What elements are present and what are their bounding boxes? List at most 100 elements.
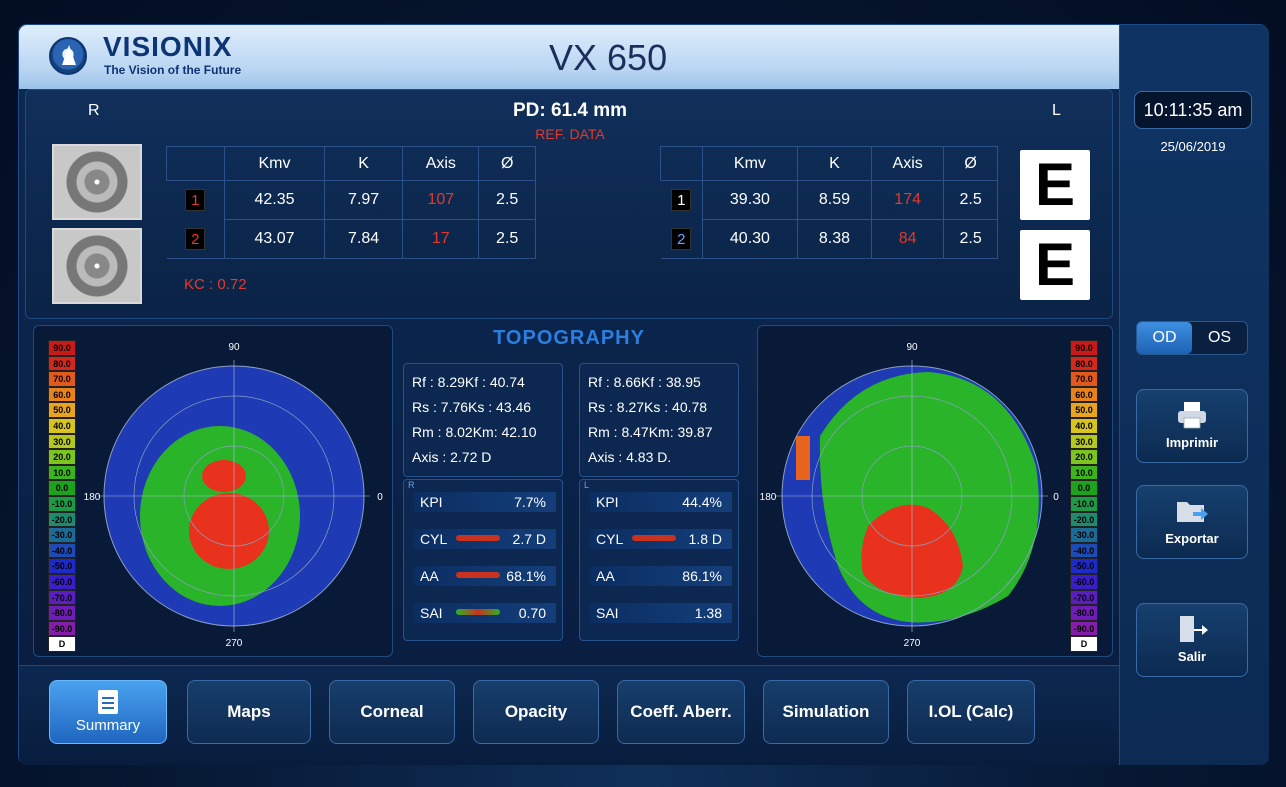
exit-button[interactable]: Salir [1136,603,1248,677]
scale-step: 80.0 [48,355,76,372]
brand-name: VISIONIX [103,31,233,62]
eye-image-1[interactable] [52,144,142,220]
tab-corneal[interactable]: Corneal [329,680,455,744]
k-value: 7.84 [323,219,404,259]
tab-coeff-aberr[interactable]: Coeff. Aberr. [617,680,745,744]
index-row-sai: SAI 1.38 [586,597,732,634]
vision-chart-letter-1[interactable]: E [1020,150,1090,220]
od-toggle-button[interactable]: OD [1137,322,1192,354]
scale-step: -30.0 [1070,527,1098,543]
visionix-logo-icon [49,37,87,75]
map-angle-270: 270 [904,638,921,649]
brand-tagline: The Vision of the Future [104,63,242,77]
os-toggle-button[interactable]: OS [1207,329,1232,346]
scale-step: 90.0 [1070,340,1098,356]
tab-summary[interactable]: Summary [49,680,167,744]
bottom-nav: Summary Maps Corneal Opacity Coeff. Aber… [19,665,1119,765]
map-angle-270: 270 [226,638,243,649]
axis-stat: Axis : 2.72 D [412,449,492,465]
scale-step: 30.0 [48,433,76,450]
scale-step: 70.0 [48,371,76,387]
k-value: 7.97 [323,180,404,220]
device-model: VX 650 [549,37,668,78]
scale-step: -70.0 [1070,589,1098,606]
left-topography-map-panel[interactable]: 90.0 80.0 70.0 60.0 50.0 40.0 30.0 20.0 10.0 0.0-… [757,325,1113,657]
rs-ks-stat: Rs : 7.76Ks : 43.46 [412,399,532,415]
scale-step: 0.0 [48,480,76,496]
right-topography-map: 90 0 180 270 [84,342,384,649]
row-index: 1 [185,189,206,212]
scale-step: 30.0 [1070,433,1098,450]
document-icon [98,690,118,714]
scale-step: 50.0 [48,402,76,418]
axis-value: 17 [402,219,480,259]
col-axis: Axis [871,146,945,181]
tab-maps[interactable]: Maps [187,680,311,744]
row-index: 1 [671,189,692,212]
table-header-row: Kmv K Axis Ø [660,146,998,181]
export-button[interactable]: Exportar [1136,485,1248,559]
scale-step: 20.0 [48,449,76,465]
keratometry-panel: R L PD: 61.4 mm REF. DATA Kmv K Axis Ø 1… [25,89,1113,319]
axis-value: 107 [402,180,480,220]
left-keratometry-table: Kmv K Axis Ø 1 39.30 8.59 174 2.5 2 40.3… [660,146,998,259]
left-eye-label: L [1052,102,1061,119]
scale-step: -90.0 [1070,620,1098,637]
col-axis: Axis [402,146,480,181]
scale-step: -80.0 [1070,605,1098,621]
tab-opacity[interactable]: Opacity [473,680,599,744]
exit-door-icon [1180,616,1208,642]
right-stats-box: Rf : 8.29Kf : 40.74 Rs : 7.76Ks : 43.46 … [403,363,563,477]
map-angle-90: 90 [906,342,918,353]
scale-step: 10.0 [1070,464,1098,481]
kc-value: KC : 0.72 [184,276,247,293]
rm-km-stat: Rm : 8.47Km: 39.87 [588,424,713,440]
pupil-distance: PD: 61.4 mm [512,100,628,121]
color-scale-left: 90.0 80.0 70.0 60.0 50.0 40.0 30.0 20.0 10.0 0.0-… [1070,340,1098,652]
col-kmv: Kmv [702,146,798,181]
clock: 10:11:35 am [1134,91,1252,129]
tab-iol-calc[interactable]: I.OL (Calc) [907,680,1035,744]
k-value: 8.59 [796,180,873,220]
scale-step: -80.0 [48,605,76,621]
tab-simulation[interactable]: Simulation [763,680,889,744]
col-k: K [796,146,873,181]
eye-toggle: OD OS [1136,321,1248,355]
scale-step: 60.0 [48,386,76,403]
scale-step: -60.0 [1070,573,1098,590]
exit-label: Salir [1177,649,1207,664]
k-value: 8.38 [796,219,873,259]
scale-step: -70.0 [48,589,76,606]
right-keratometry-table: Kmv K Axis Ø 1 42.35 7.97 107 2.5 2 43.0… [166,146,536,259]
color-scale-right: 90.0 80.0 70.0 60.0 50.0 40.0 30.0 20.0 10.0 0.0-… [48,340,76,652]
print-button[interactable]: Imprimir [1136,389,1248,463]
left-indices-box: L KPI 44.4% CYL 1.8 D AA 86.1% SAI 1.38 [579,479,739,641]
right-box-tag: R [408,480,415,490]
index-row-sai: SAI 0.70 [410,597,556,634]
scale-step: 70.0 [1070,371,1098,387]
map-angle-0: 0 [1053,492,1059,503]
table-row: 1 39.30 8.59 174 2.5 [660,180,998,220]
col-diameter: Ø [943,146,998,181]
export-label: Exportar [1165,531,1219,546]
scale-step: 40.0 [48,417,76,434]
scale-step: -40.0 [1070,542,1098,559]
right-indices-box: R KPI 7.7% CYL 2.7 D AA 68.1% SAI 0.70 [403,479,563,641]
tab-label: Summary [75,717,141,734]
map-angle-180: 180 [84,492,101,503]
scale-step: D [1070,636,1098,652]
diameter-value: 2.5 [943,180,998,220]
printer-icon [1178,402,1206,429]
row-index: 2 [671,227,692,250]
rm-km-stat: Rm : 8.02Km: 42.10 [412,424,537,440]
diameter-value: 2.5 [478,180,536,220]
map-edge-artifact [796,436,810,480]
kmv-value: 42.35 [224,180,325,220]
rf-kf-stat: Rf : 8.66Kf : 38.95 [588,374,701,390]
scale-step: -90.0 [48,620,76,637]
scale-step: 40.0 [1070,417,1098,434]
eye-image-2[interactable] [52,228,142,304]
right-topography-map-panel[interactable]: 90.0 80.0 70.0 60.0 50.0 40.0 30.0 20.0 10.0 0.0-… [33,325,393,657]
scale-step: -20.0 [48,511,76,528]
vision-chart-letter-2[interactable]: E [1020,230,1090,300]
